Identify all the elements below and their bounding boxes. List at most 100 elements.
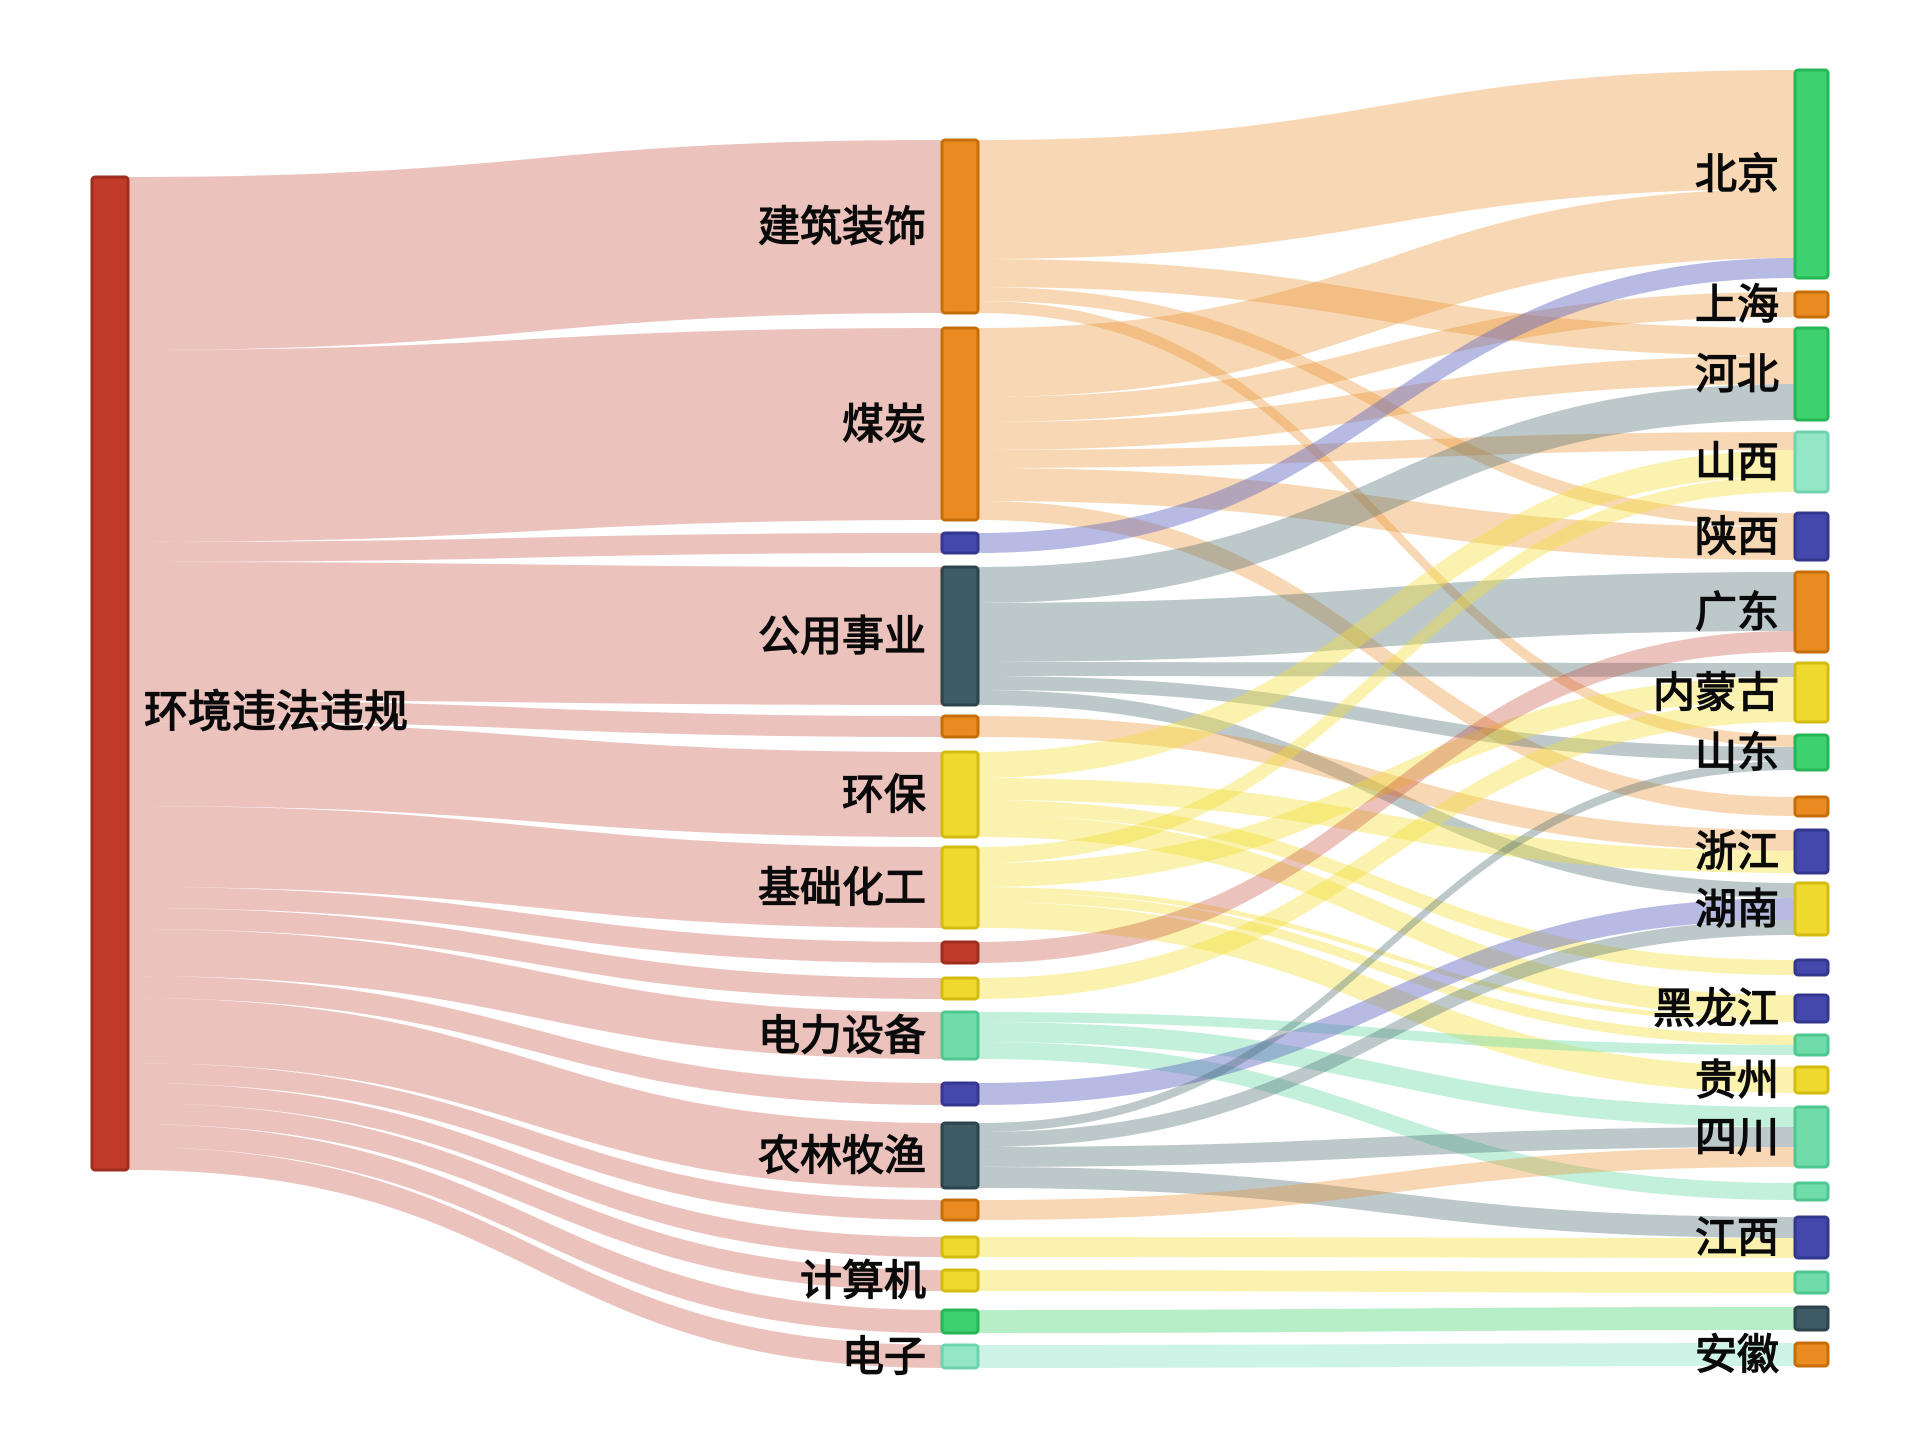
flow-M12-R16[interactable] bbox=[978, 1127, 1795, 1167]
flow-M2-R1[interactable] bbox=[978, 189, 1795, 397]
node-M1-建筑装饰[interactable] bbox=[940, 138, 980, 315]
flow-L-M17[interactable] bbox=[128, 1147, 942, 1368]
flow-L-M12[interactable] bbox=[128, 998, 942, 1188]
label-M7: 基础化工 bbox=[758, 864, 926, 911]
node-R4-山西[interactable] bbox=[1793, 430, 1830, 494]
flow-M6-R13[interactable] bbox=[978, 815, 1795, 1017]
node-R7-内蒙古[interactable] bbox=[1793, 661, 1830, 724]
node-R8-山东[interactable] bbox=[1793, 733, 1830, 772]
flow-M4-R6[interactable] bbox=[978, 572, 1795, 662]
node-R5-陕西[interactable] bbox=[1793, 511, 1830, 562]
flow-M6-R10[interactable] bbox=[978, 778, 1795, 873]
flow-M11-R11[interactable] bbox=[978, 898, 1795, 1105]
flow-M5-R10[interactable] bbox=[978, 716, 1795, 851]
flow-M7-R14[interactable] bbox=[978, 892, 1795, 1045]
flow-M4-R3[interactable] bbox=[978, 384, 1795, 603]
flow-M4-R11[interactable] bbox=[978, 690, 1795, 898]
flow-M10-R17[interactable] bbox=[978, 1042, 1795, 1200]
node-R16-四川[interactable] bbox=[1793, 1105, 1830, 1169]
node-M7-基础化工[interactable] bbox=[940, 845, 980, 930]
flow-M14-R18[interactable] bbox=[978, 1237, 1795, 1258]
flow-M9-R7[interactable] bbox=[978, 701, 1795, 999]
node-R1-北京[interactable] bbox=[1793, 68, 1830, 280]
flow-L-M7[interactable] bbox=[128, 806, 942, 928]
node-M5[interactable] bbox=[940, 714, 980, 739]
node-R6-广东[interactable] bbox=[1793, 570, 1830, 654]
flow-M10-R14[interactable] bbox=[978, 1012, 1795, 1055]
node-R9[interactable] bbox=[1793, 795, 1830, 818]
flow-L-M1[interactable] bbox=[128, 140, 942, 350]
node-L-环境违法违规[interactable] bbox=[90, 175, 130, 1172]
node-R14[interactable] bbox=[1793, 1033, 1830, 1057]
node-R10-浙江[interactable] bbox=[1793, 828, 1830, 875]
flow-L-M3[interactable] bbox=[128, 533, 942, 562]
node-M3[interactable] bbox=[940, 531, 980, 555]
flow-L-M9[interactable] bbox=[128, 908, 942, 999]
flow-L-M15[interactable] bbox=[128, 1103, 942, 1291]
flow-L-M2[interactable] bbox=[128, 328, 942, 542]
label-R5: 陕西 bbox=[1695, 513, 1779, 560]
flow-L-M13[interactable] bbox=[128, 1063, 942, 1220]
node-M10-电力设备[interactable] bbox=[940, 1010, 980, 1061]
flow-M2-R2[interactable] bbox=[978, 292, 1795, 422]
node-R2-上海[interactable] bbox=[1793, 290, 1830, 319]
flow-L-M14[interactable] bbox=[128, 1083, 942, 1257]
node-R21-安徽[interactable] bbox=[1793, 1341, 1830, 1368]
flow-M6-R12[interactable] bbox=[978, 800, 1795, 975]
flow-M6-R4[interactable] bbox=[978, 450, 1795, 778]
node-M17-电子[interactable] bbox=[940, 1343, 980, 1370]
node-M2-煤炭[interactable] bbox=[940, 326, 980, 522]
flow-M7-R4[interactable] bbox=[978, 476, 1795, 863]
node-R13-黑龙江[interactable] bbox=[1793, 993, 1830, 1024]
flow-M12-R18[interactable] bbox=[978, 1167, 1795, 1238]
node-R18-江西[interactable] bbox=[1793, 1215, 1830, 1260]
node-M12-农林牧渔[interactable] bbox=[940, 1121, 980, 1190]
flow-M4-R7[interactable] bbox=[978, 662, 1795, 677]
flow-M2-R9[interactable] bbox=[978, 501, 1795, 816]
flow-M2-R3[interactable] bbox=[978, 356, 1795, 450]
flow-M15-R19[interactable] bbox=[978, 1270, 1795, 1293]
node-R3-河北[interactable] bbox=[1793, 326, 1830, 422]
node-M11[interactable] bbox=[940, 1081, 980, 1107]
flow-M10-R16[interactable] bbox=[978, 1022, 1795, 1127]
node-M9[interactable] bbox=[940, 976, 980, 1001]
flow-M17-R21[interactable] bbox=[978, 1343, 1795, 1368]
flow-M12-R8[interactable] bbox=[978, 761, 1795, 1132]
flow-L-M5[interactable] bbox=[128, 700, 942, 737]
flow-M8-R6[interactable] bbox=[978, 631, 1795, 963]
node-M16[interactable] bbox=[940, 1308, 980, 1335]
node-R15-贵州[interactable] bbox=[1793, 1065, 1830, 1095]
flow-M7-R15[interactable] bbox=[978, 902, 1795, 1093]
node-M14[interactable] bbox=[940, 1235, 980, 1259]
node-R12[interactable] bbox=[1793, 958, 1830, 977]
flow-M16-R20[interactable] bbox=[978, 1307, 1795, 1333]
flow-M1-R8[interactable] bbox=[978, 301, 1795, 747]
flow-M13-R16[interactable] bbox=[978, 1147, 1795, 1220]
node-R20[interactable] bbox=[1793, 1305, 1830, 1332]
flow-M2-R4[interactable] bbox=[978, 432, 1795, 468]
label-R1: 北京 bbox=[1695, 151, 1779, 198]
flow-L-M11[interactable] bbox=[128, 976, 942, 1105]
node-R11-湖南[interactable] bbox=[1793, 881, 1830, 937]
node-M13[interactable] bbox=[940, 1198, 980, 1222]
flow-M2-R5[interactable] bbox=[978, 468, 1795, 560]
flow-M1-R3[interactable] bbox=[978, 259, 1795, 356]
node-M15-计算机[interactable] bbox=[940, 1268, 980, 1293]
node-M8[interactable] bbox=[940, 940, 980, 965]
flow-M7-R7[interactable] bbox=[978, 677, 1795, 887]
node-M4-公用事业[interactable] bbox=[940, 565, 980, 707]
node-R17[interactable] bbox=[1793, 1181, 1830, 1202]
flow-M12-R11[interactable] bbox=[978, 920, 1795, 1147]
flow-M4-R8[interactable] bbox=[978, 676, 1795, 761]
node-R19[interactable] bbox=[1793, 1270, 1830, 1295]
flow-M3-R1[interactable] bbox=[978, 258, 1795, 553]
flow-M1-R5[interactable] bbox=[978, 287, 1795, 527]
node-M6-环保[interactable] bbox=[940, 750, 980, 839]
flow-L-M8[interactable] bbox=[128, 887, 942, 963]
flow-M1-R1[interactable] bbox=[978, 70, 1795, 259]
flow-L-M16[interactable] bbox=[128, 1124, 942, 1333]
flow-L-M6[interactable] bbox=[128, 721, 942, 837]
flow-L-M4[interactable] bbox=[128, 562, 942, 705]
flow-M7-R13[interactable] bbox=[978, 887, 1795, 1022]
flow-L-M10[interactable] bbox=[128, 929, 942, 1059]
